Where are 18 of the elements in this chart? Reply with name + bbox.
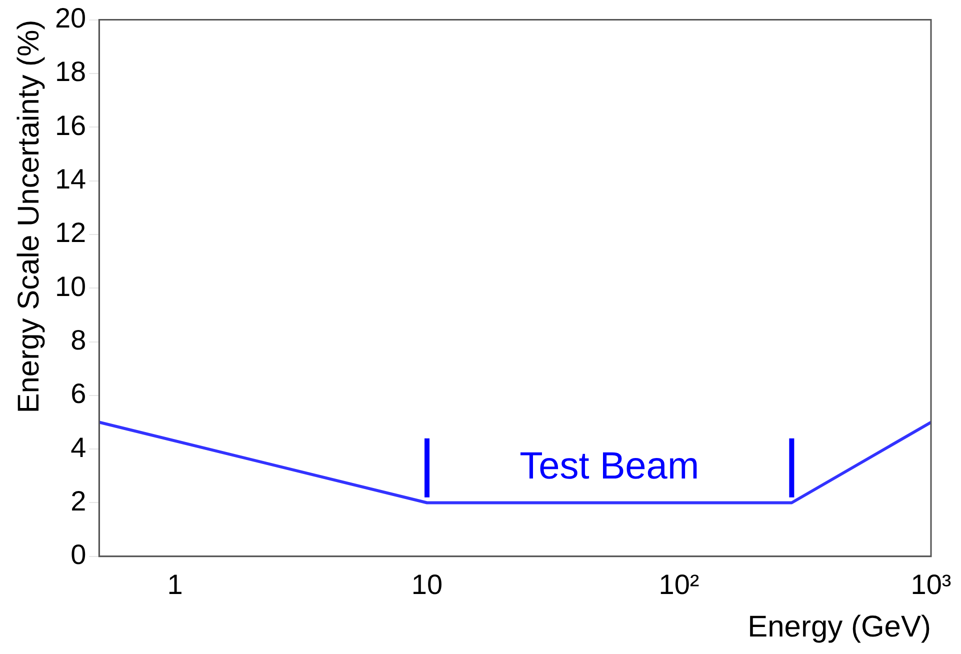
y-tick-label: 6 [70,378,86,410]
x-tick-label: 10 [411,568,443,600]
y-tick-label: 10 [54,270,86,302]
y-tick-label: 12 [54,217,86,248]
y-tick-label: 18 [54,56,86,88]
y-tick-label: 14 [54,164,86,194]
y-tick-label: 8 [70,324,86,356]
y-tick-label: 2 [70,485,86,516]
y-axis-title: Energy Scale Uncertainty (%) [12,20,46,414]
x-tick-label: 10² [658,568,700,600]
y-tick-label: 4 [70,432,86,463]
x-tick-label: 10³ [910,568,952,600]
y-tick-label: 0 [70,539,86,570]
y-tick-label: 20 [54,2,86,34]
x-axis-title: Energy (GeV) [748,610,931,644]
annotation: Test Beam [520,445,700,488]
y-tick-label: 16 [54,110,86,141]
x-tick-label: 1 [167,568,183,600]
